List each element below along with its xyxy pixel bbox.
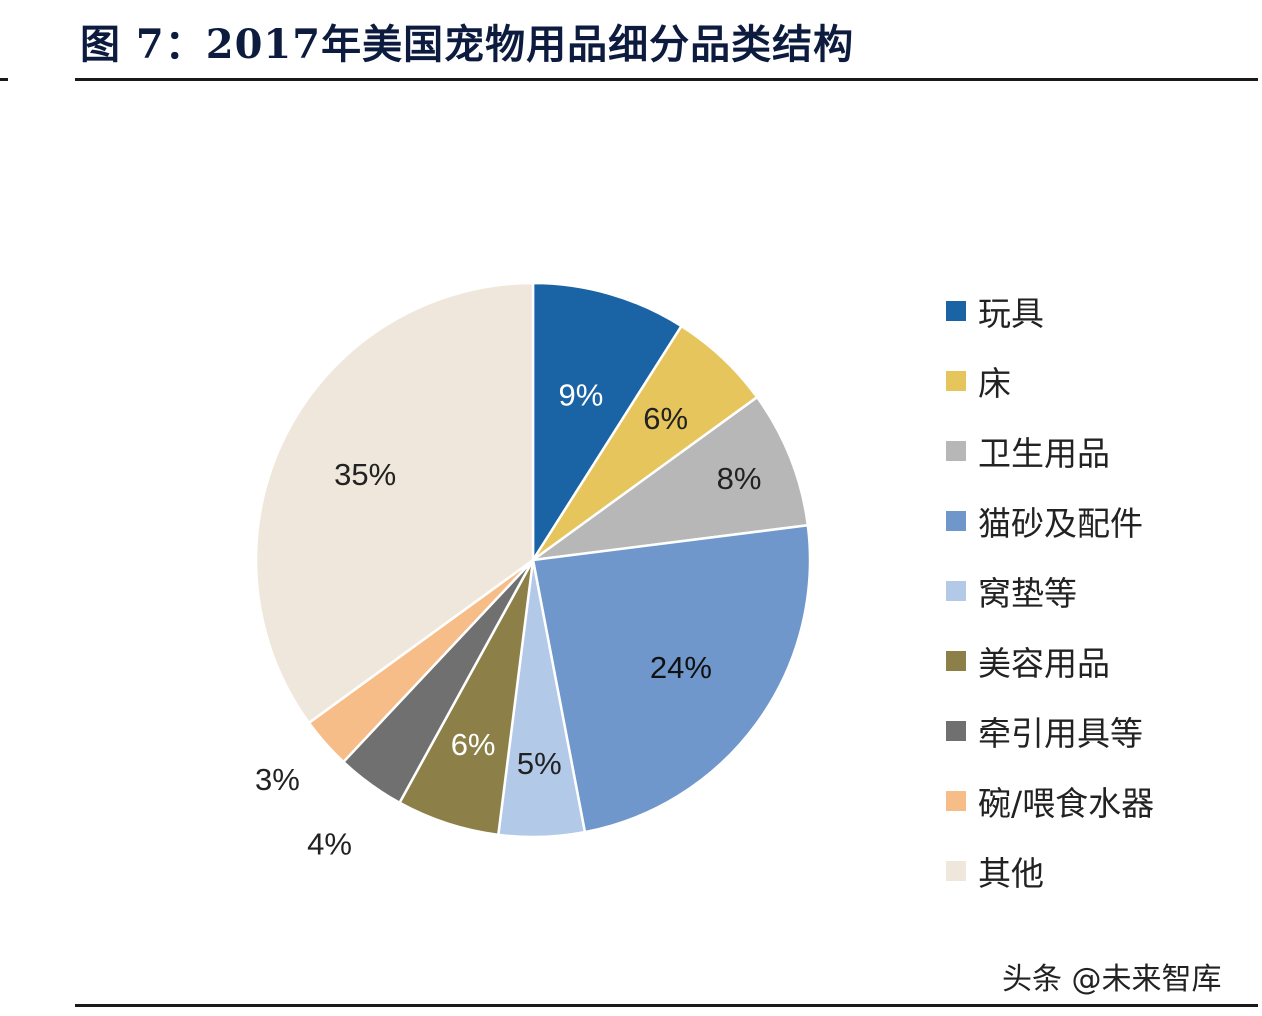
legend-item-1: 床 — [946, 346, 1154, 416]
legend-swatch-4 — [946, 581, 966, 601]
data-label-7: 3% — [255, 762, 300, 797]
legend-swatch-0 — [946, 301, 966, 321]
data-label-1: 6% — [643, 401, 688, 436]
legend-label-1: 床 — [978, 364, 1011, 403]
legend-item-0: 玩具 — [946, 276, 1154, 346]
legend-label-5: 美容用品 — [978, 644, 1110, 683]
legend-label-6: 牵引用具等 — [978, 714, 1143, 753]
legend-item-4: 窝垫等 — [946, 556, 1154, 626]
legend-label-4: 窝垫等 — [978, 574, 1077, 613]
footer-divider — [75, 1004, 1258, 1007]
legend-item-8: 其他 — [946, 836, 1154, 906]
data-label-4: 5% — [517, 746, 562, 781]
title-divider — [75, 78, 1258, 81]
legend-swatch-7 — [946, 791, 966, 811]
legend-swatch-5 — [946, 651, 966, 671]
legend-item-5: 美容用品 — [946, 626, 1154, 696]
data-label-0: 9% — [558, 378, 603, 413]
title-rule-left-stub — [0, 78, 8, 81]
data-label-8: 35% — [334, 457, 396, 492]
data-label-2: 8% — [717, 461, 762, 496]
legend-label-0: 玩具 — [978, 294, 1044, 333]
legend-item-2: 卫生用品 — [946, 416, 1154, 486]
legend-swatch-2 — [946, 441, 966, 461]
watermark-text: 头条 @未来智库 — [1002, 962, 1222, 997]
chart-title: 图 7：2017年美国宠物用品细分品类结构 — [80, 21, 855, 68]
legend-swatch-8 — [946, 861, 966, 881]
legend-swatch-3 — [946, 511, 966, 531]
legend-item-7: 碗/喂食水器 — [946, 766, 1154, 836]
legend-swatch-6 — [946, 721, 966, 741]
pie-slice-8 — [254, 281, 535, 725]
legend-label-2: 卫生用品 — [978, 434, 1110, 473]
legend-label-3: 猫砂及配件 — [978, 504, 1143, 543]
legend-item-3: 猫砂及配件 — [946, 486, 1154, 556]
chart-legend: 玩具床卫生用品猫砂及配件窝垫等美容用品牵引用具等碗/喂食水器 其他 — [946, 276, 1154, 906]
pie-slice-3 — [531, 523, 812, 834]
legend-label-7: 碗/喂食水器 — [978, 784, 1155, 823]
data-label-5: 6% — [451, 727, 496, 762]
data-label-6: 4% — [307, 827, 352, 862]
legend-swatch-1 — [946, 371, 966, 391]
data-label-3: 24% — [650, 650, 712, 685]
pie-slice-2 — [532, 395, 810, 562]
legend-item-6: 牵引用具等 — [946, 696, 1154, 766]
pie-slice-0 — [531, 281, 684, 565]
legend-label-8: 其他 — [978, 854, 1044, 893]
